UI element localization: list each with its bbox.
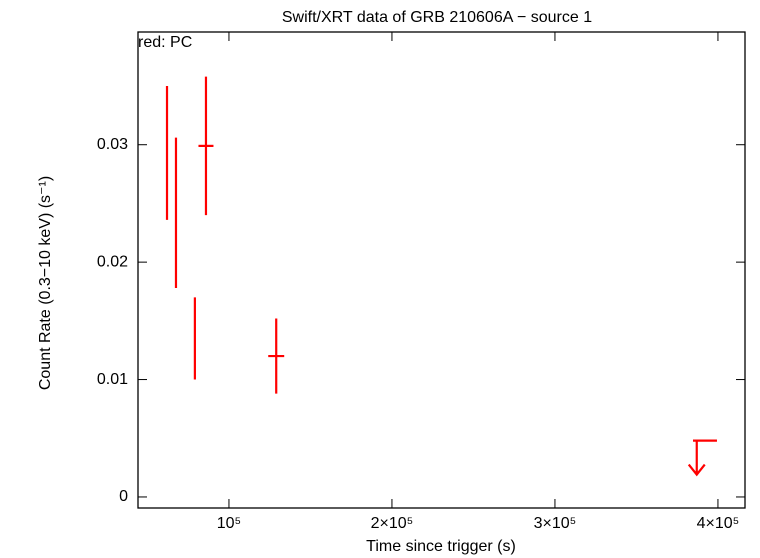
- subtitle: red: PC: [138, 34, 192, 51]
- x-axis-label: Time since trigger (s): [366, 538, 516, 555]
- x-tick-label: 3×10⁵: [534, 515, 577, 532]
- chart-title: Swift/XRT data of GRB 210606A − source 1: [282, 9, 592, 26]
- upper-limit-arrow: [687, 440, 706, 477]
- x-tick-label: 4×10⁵: [697, 515, 740, 532]
- y-axis-label: Count Rate (0.3−10 keV) (s⁻¹): [37, 176, 54, 390]
- x-tick-label: 10⁵: [217, 515, 241, 532]
- y-tick-label: 0: [119, 488, 128, 505]
- y-tick-label: 0.01: [97, 371, 128, 388]
- y-tick-label: 0.03: [97, 136, 128, 153]
- plot-frame: [137, 31, 746, 509]
- x-tick-label: 2×10⁵: [371, 515, 414, 532]
- y-tick-label: 0.02: [97, 253, 128, 270]
